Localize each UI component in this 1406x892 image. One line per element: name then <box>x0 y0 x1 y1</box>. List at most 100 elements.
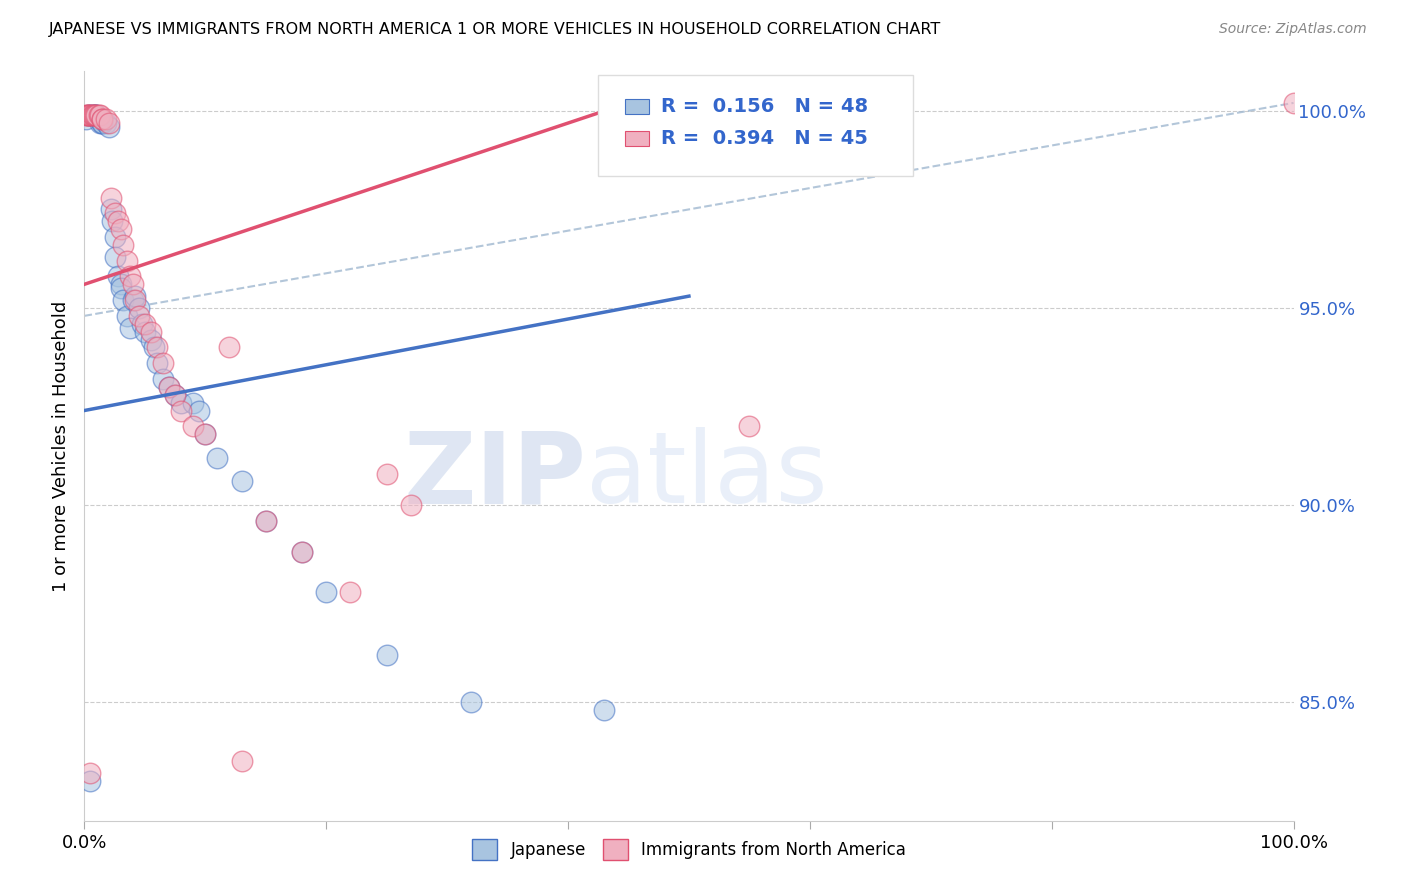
Point <box>128 309 150 323</box>
Point <box>83 108 105 122</box>
Point <box>101 214 124 228</box>
Point <box>128 301 150 315</box>
Point <box>146 340 169 354</box>
FancyBboxPatch shape <box>624 131 650 146</box>
Point <box>143 340 166 354</box>
Point <box>87 112 110 126</box>
Point <box>87 108 110 122</box>
Point <box>77 108 100 122</box>
Point <box>97 115 120 129</box>
Point <box>170 395 193 409</box>
Point <box>107 214 129 228</box>
Point <box>165 388 187 402</box>
Point <box>207 450 229 465</box>
Point <box>100 190 122 204</box>
Legend: Japanese, Immigrants from North America: Japanese, Immigrants from North America <box>465 832 912 866</box>
Point <box>110 277 132 292</box>
Point <box>291 545 314 559</box>
Point <box>104 206 127 220</box>
Point <box>1282 95 1305 110</box>
Point <box>86 108 108 122</box>
Point <box>170 403 193 417</box>
Point <box>194 427 217 442</box>
FancyBboxPatch shape <box>624 99 650 114</box>
Point <box>218 340 240 354</box>
Point <box>110 281 132 295</box>
Point <box>84 108 107 122</box>
Point <box>120 320 142 334</box>
Point <box>82 108 104 122</box>
Point <box>231 755 253 769</box>
Point <box>89 115 111 129</box>
Point <box>91 112 114 126</box>
Point <box>181 395 204 409</box>
Point <box>79 108 101 122</box>
Point <box>79 108 101 122</box>
Point <box>194 427 217 442</box>
Point <box>315 585 337 599</box>
Point <box>157 380 180 394</box>
Point <box>77 108 100 122</box>
Point <box>86 108 108 122</box>
Point <box>124 289 146 303</box>
Point <box>254 514 277 528</box>
Text: JAPANESE VS IMMIGRANTS FROM NORTH AMERICA 1 OR MORE VEHICLES IN HOUSEHOLD CORREL: JAPANESE VS IMMIGRANTS FROM NORTH AMERIC… <box>49 22 942 37</box>
Point <box>181 419 204 434</box>
Point <box>146 356 169 370</box>
Point <box>131 317 153 331</box>
Point <box>115 309 138 323</box>
Point <box>97 120 120 134</box>
Text: ZIP: ZIP <box>404 427 586 524</box>
Point <box>375 648 398 662</box>
Text: atlas: atlas <box>586 427 828 524</box>
Point <box>121 293 143 307</box>
Text: R =  0.156   N = 48: R = 0.156 N = 48 <box>661 97 869 116</box>
Y-axis label: 1 or more Vehicles in Household: 1 or more Vehicles in Household <box>52 301 70 591</box>
Point <box>104 250 127 264</box>
Point <box>152 356 174 370</box>
Point <box>110 222 132 236</box>
Point <box>80 108 103 122</box>
Point <box>86 108 108 122</box>
Text: Source: ZipAtlas.com: Source: ZipAtlas.com <box>1219 22 1367 37</box>
Point <box>134 325 156 339</box>
Point <box>84 108 107 122</box>
Point <box>94 115 117 129</box>
Point <box>124 293 146 307</box>
Point <box>80 108 103 122</box>
Point <box>375 467 398 481</box>
Point <box>254 514 277 528</box>
Point <box>79 774 101 789</box>
Point <box>115 253 138 268</box>
Point <box>94 112 117 126</box>
Point <box>157 380 180 394</box>
Point <box>188 403 211 417</box>
Point <box>593 703 616 717</box>
Point <box>75 112 97 126</box>
Point <box>738 419 761 434</box>
FancyBboxPatch shape <box>599 75 912 177</box>
Point <box>139 325 162 339</box>
Point <box>134 317 156 331</box>
Text: R =  0.394   N = 45: R = 0.394 N = 45 <box>661 129 868 148</box>
Point <box>121 277 143 292</box>
Point <box>112 293 135 307</box>
Point <box>91 112 114 126</box>
Point <box>107 269 129 284</box>
Point <box>104 230 127 244</box>
Point <box>77 108 100 122</box>
Point <box>460 695 482 709</box>
Point <box>112 238 135 252</box>
Point <box>91 115 114 129</box>
Point <box>83 108 105 122</box>
Point <box>291 545 314 559</box>
Point <box>91 115 114 129</box>
Point <box>100 202 122 217</box>
Point <box>231 475 253 489</box>
Point <box>152 372 174 386</box>
Point <box>339 585 361 599</box>
Point <box>139 333 162 347</box>
Point <box>76 108 98 122</box>
Point <box>399 498 422 512</box>
Point <box>75 108 97 122</box>
